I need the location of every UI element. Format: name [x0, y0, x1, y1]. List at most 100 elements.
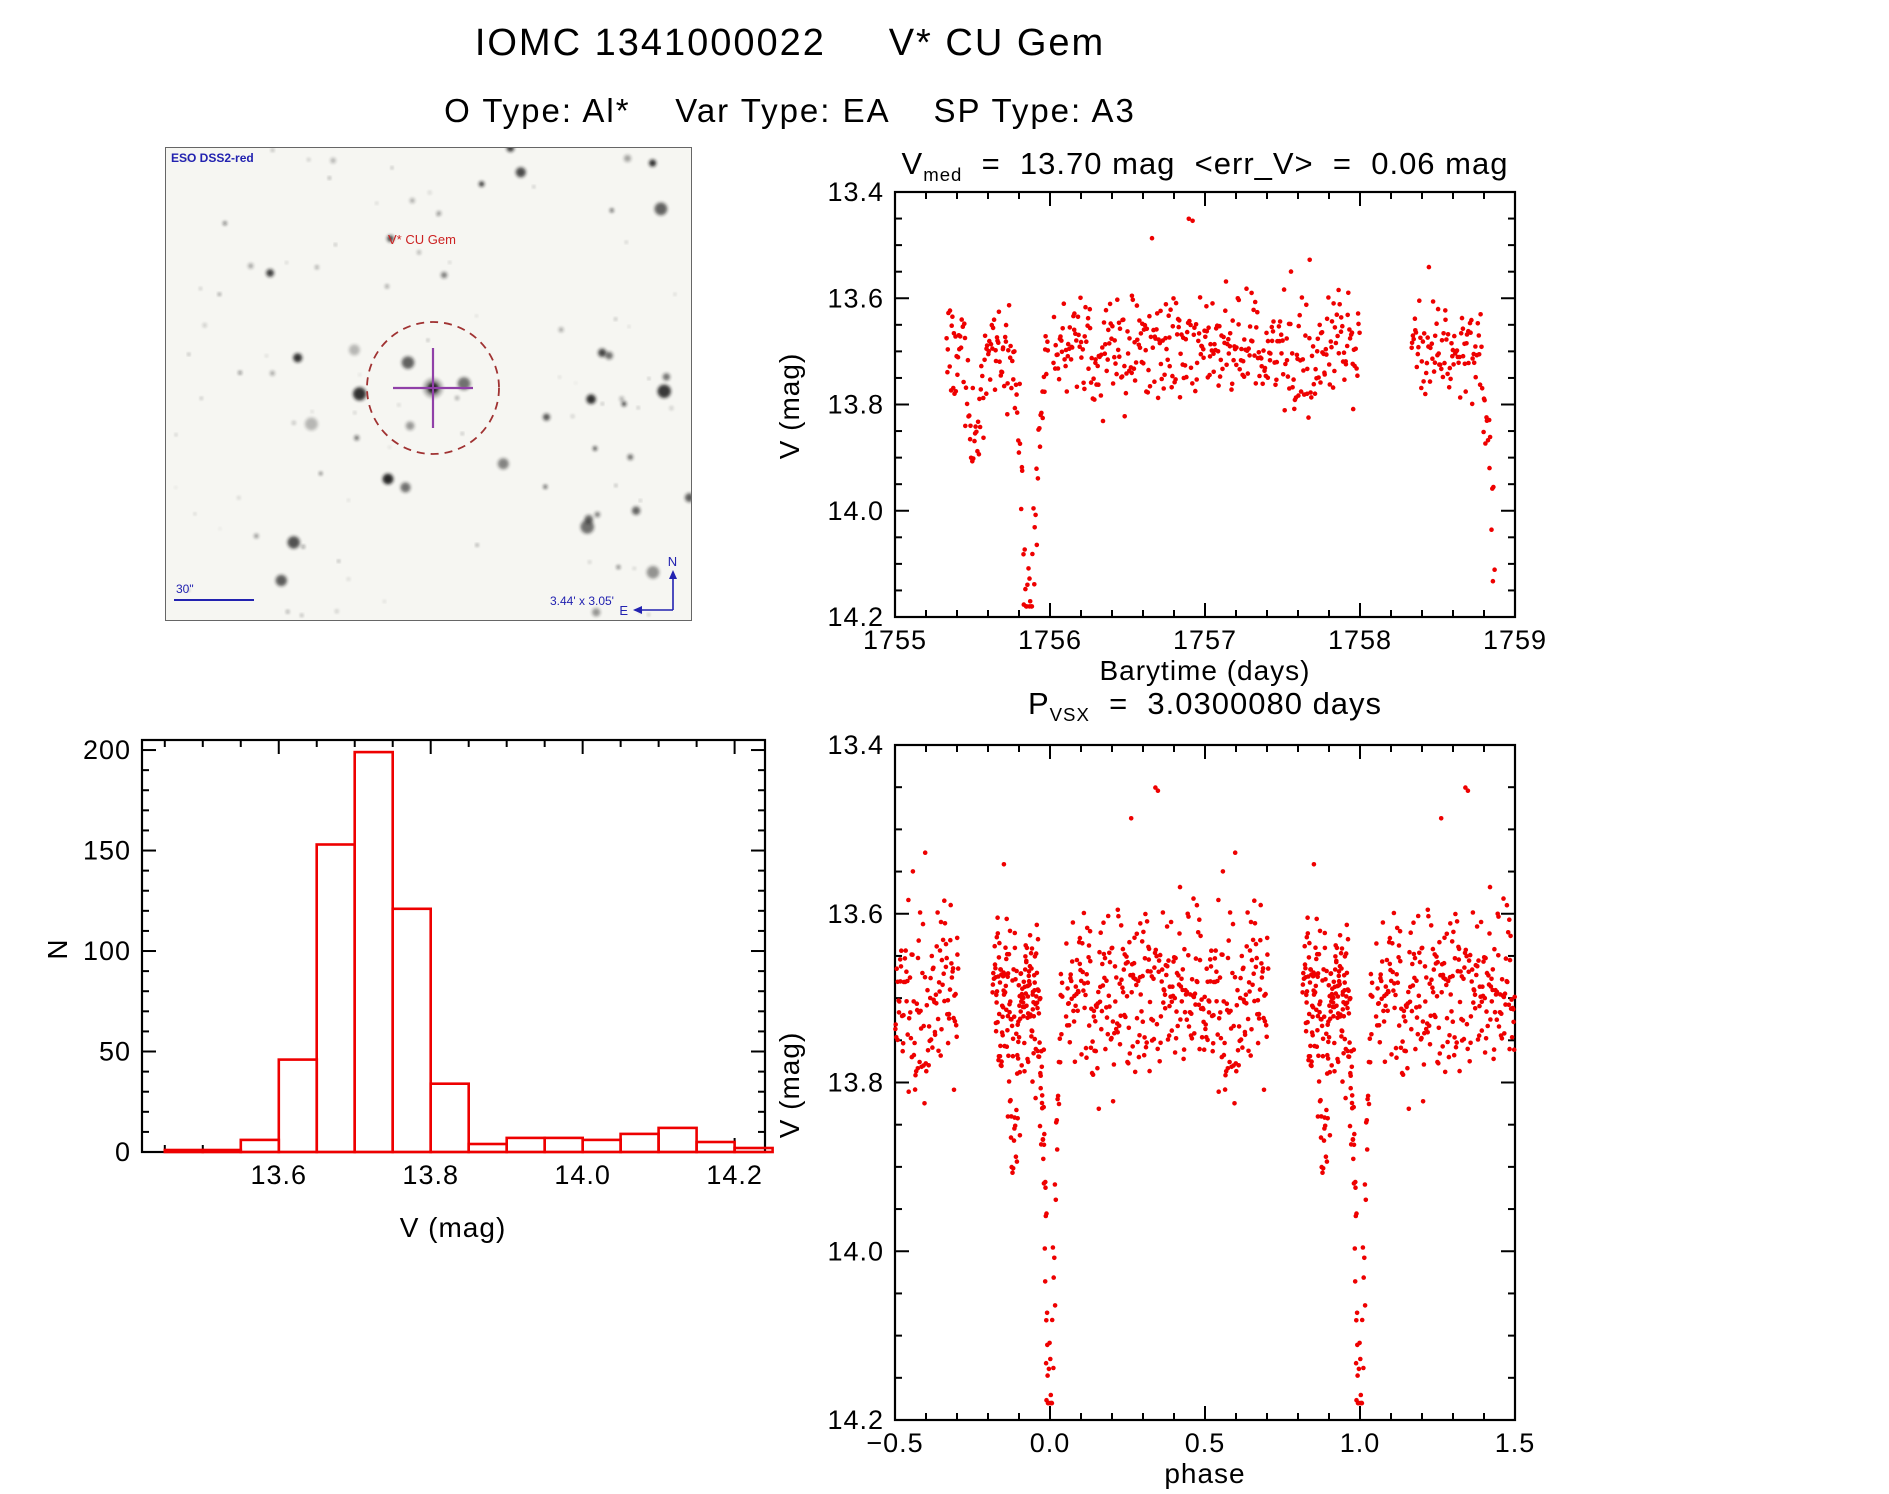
data-point — [1379, 996, 1384, 1002]
data-point — [1469, 967, 1475, 972]
data-point — [1216, 1089, 1221, 1094]
data-point — [906, 1089, 911, 1094]
data-point — [1490, 578, 1496, 584]
star — [532, 185, 535, 188]
data-point — [1303, 1028, 1309, 1034]
data-point — [1043, 334, 1048, 339]
data-point — [1365, 1093, 1371, 1099]
data-point — [1152, 379, 1157, 384]
data-point — [1165, 963, 1170, 969]
data-point — [1148, 969, 1153, 974]
data-point — [1437, 362, 1443, 367]
data-point — [1158, 361, 1164, 367]
data-point — [1386, 989, 1391, 995]
data-point — [1076, 332, 1081, 338]
data-point — [1231, 1023, 1236, 1029]
data-point — [1336, 983, 1342, 988]
data-point — [1285, 374, 1291, 379]
data-point — [1204, 966, 1209, 971]
data-point — [1487, 931, 1492, 936]
data-point — [1216, 897, 1221, 903]
data-point — [1327, 382, 1333, 387]
data-point — [1161, 988, 1167, 993]
data-point — [1112, 964, 1118, 969]
data-point — [1034, 466, 1039, 472]
data-point — [995, 931, 1001, 936]
data-point — [1339, 966, 1344, 971]
data-point — [1082, 1005, 1087, 1011]
data-point — [1166, 958, 1171, 963]
data-point — [946, 1011, 952, 1017]
data-point — [1450, 973, 1455, 979]
data-point — [1168, 919, 1174, 925]
data-point — [897, 999, 902, 1004]
data-point — [1309, 1030, 1315, 1035]
data-point — [1067, 1040, 1073, 1045]
data-point — [1212, 341, 1217, 347]
data-point — [1226, 938, 1231, 943]
data-point — [1075, 1008, 1080, 1014]
data-point — [1171, 296, 1176, 301]
data-point — [1254, 325, 1259, 330]
data-point — [1436, 351, 1441, 356]
data-point — [942, 921, 948, 926]
data-point — [1035, 1048, 1040, 1054]
data-point — [1194, 360, 1200, 366]
data-point — [936, 1048, 941, 1054]
data-point — [1214, 969, 1219, 974]
data-point — [1106, 327, 1111, 333]
data-point — [1089, 355, 1094, 361]
data-point — [1137, 345, 1143, 350]
data-point — [922, 1101, 927, 1106]
data-point — [1038, 1085, 1043, 1091]
data-point — [1440, 374, 1446, 380]
data-point — [1017, 1003, 1022, 1008]
lightcurve-yaxis-label: V (mag) — [774, 352, 805, 460]
data-point — [1193, 1002, 1198, 1007]
data-point — [1395, 980, 1401, 985]
data-point — [1178, 1017, 1183, 1022]
data-point — [1014, 392, 1019, 397]
data-point — [1007, 928, 1013, 934]
data-point — [1135, 978, 1141, 984]
data-point — [1158, 1040, 1163, 1046]
data-point — [925, 1048, 931, 1053]
y-tick-label: 14.0 — [827, 1236, 884, 1266]
data-point — [996, 309, 1002, 315]
data-point — [1149, 235, 1155, 241]
star — [588, 560, 591, 564]
data-point — [1184, 374, 1189, 380]
data-point — [1359, 1317, 1365, 1323]
data-point — [1128, 816, 1134, 821]
data-point — [1479, 999, 1485, 1005]
data-point — [1062, 357, 1067, 362]
data-point — [1239, 346, 1244, 352]
data-point — [993, 1028, 999, 1034]
data-point — [1343, 1095, 1348, 1101]
data-point — [1151, 1036, 1157, 1042]
data-point — [1205, 1037, 1210, 1043]
data-point — [1029, 1028, 1035, 1034]
data-point — [922, 974, 928, 980]
data-point — [937, 948, 943, 953]
data-point — [1129, 370, 1134, 376]
star — [307, 158, 310, 161]
data-point — [931, 965, 936, 971]
data-point — [1306, 1011, 1312, 1017]
data-point — [1238, 1037, 1244, 1042]
data-point — [1107, 301, 1113, 307]
data-point — [1307, 335, 1312, 341]
data-point — [1350, 406, 1356, 412]
data-point — [1225, 955, 1231, 961]
data-point — [1007, 355, 1013, 360]
data-point — [1264, 1034, 1269, 1040]
data-point — [1281, 287, 1287, 292]
data-point — [998, 1043, 1003, 1049]
data-point — [993, 358, 999, 364]
data-point — [1310, 1005, 1316, 1010]
data-point — [1428, 923, 1434, 928]
data-point — [1199, 997, 1204, 1002]
data-point — [1369, 980, 1375, 986]
data-point — [1423, 370, 1429, 376]
data-point — [961, 379, 966, 385]
